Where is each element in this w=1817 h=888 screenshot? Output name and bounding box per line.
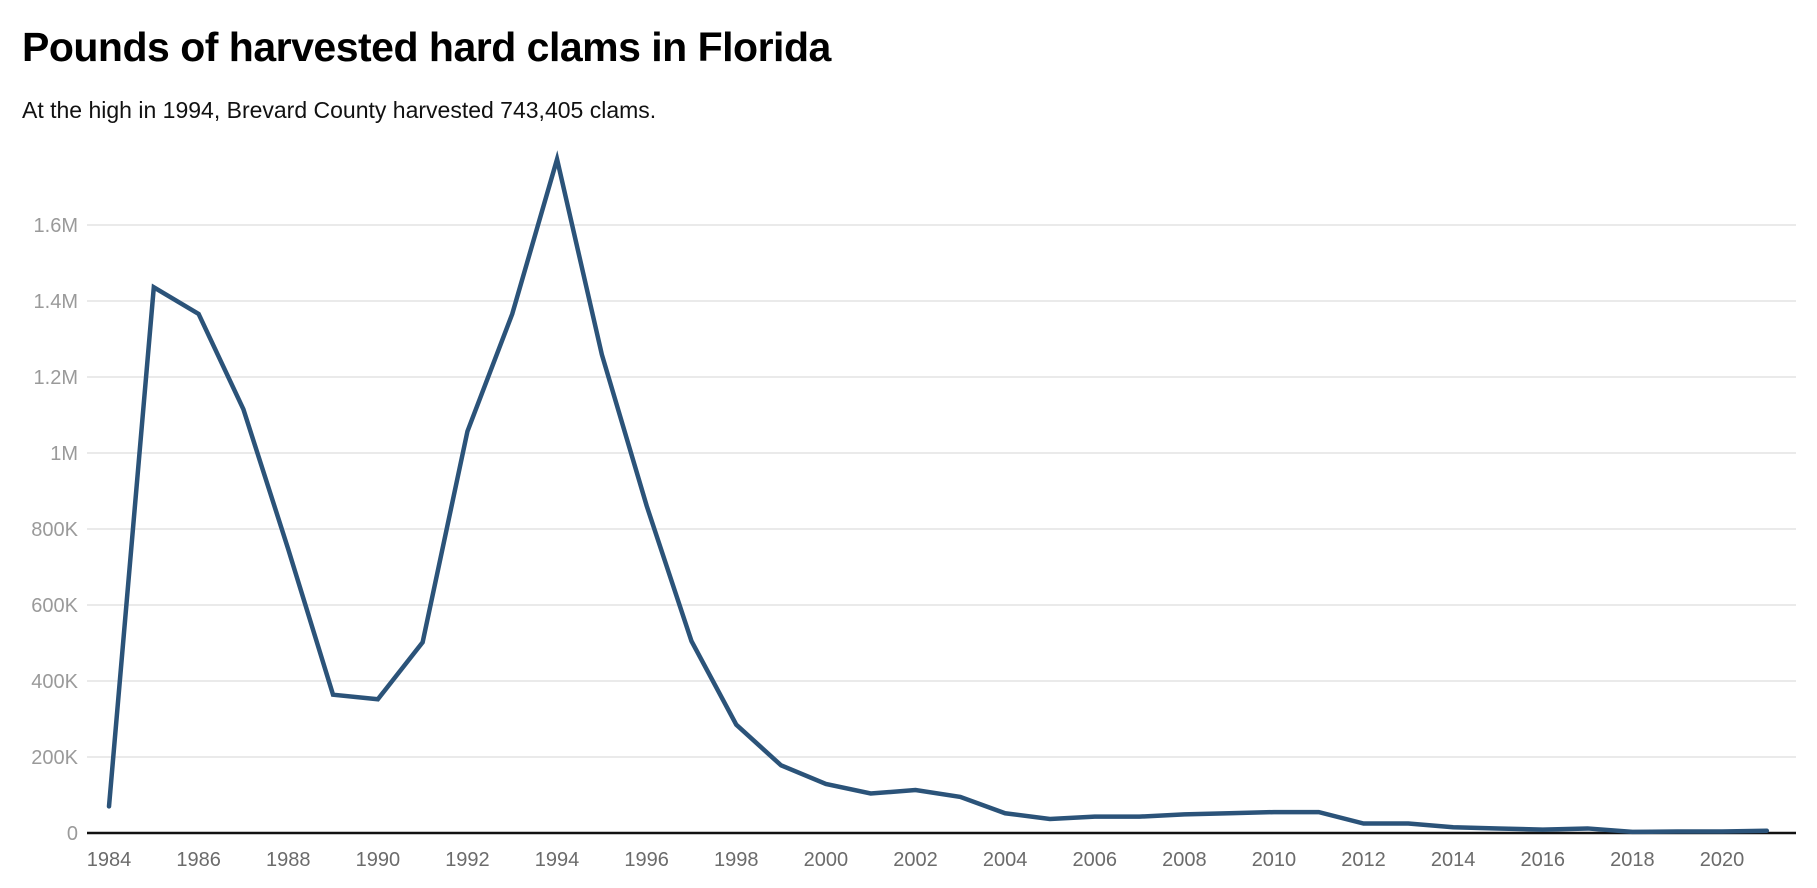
y-tick-label: 200K: [31, 747, 78, 769]
x-tick-label: 2018: [1610, 849, 1655, 871]
x-tick-label: 2020: [1700, 849, 1745, 871]
x-tick-label: 2002: [893, 849, 938, 871]
x-tick-label: 1994: [535, 849, 580, 871]
gridlines: [87, 224, 1796, 758]
x-tick-label: 1988: [266, 849, 311, 871]
x-tick-label: 1984: [87, 849, 132, 871]
series-line: [106, 150, 1770, 835]
y-tick-label: 1.2M: [34, 367, 78, 389]
series-group: [106, 150, 1770, 835]
x-tick-label: 2008: [1162, 849, 1207, 871]
x-tick-label: 2006: [1072, 849, 1117, 871]
x-tick-label: 1998: [714, 849, 759, 871]
x-tick-label: 2010: [1252, 849, 1297, 871]
y-tick-label: 1.4M: [34, 291, 78, 313]
x-tick-label: 1992: [445, 849, 490, 871]
y-tick-label: 1.6M: [34, 215, 78, 237]
x-tick-label: 2012: [1341, 849, 1386, 871]
y-axis-ticks: 0 200K 400K 600K 800K 1M 1.2M 1.4M 1.6M: [31, 215, 78, 845]
y-tick-label: 800K: [31, 519, 78, 541]
y-tick-label: 600K: [31, 595, 78, 617]
x-tick-label: 2014: [1431, 849, 1476, 871]
chart-subtitle: At the high in 1994, Brevard County harv…: [22, 97, 657, 123]
y-tick-label: 0: [67, 823, 78, 845]
x-tick-label: 2016: [1521, 849, 1566, 871]
x-tick-label: 2000: [804, 849, 849, 871]
chart-title: Pounds of harvested hard clams in Florid…: [22, 24, 831, 70]
x-tick-label: 1990: [356, 849, 401, 871]
y-tick-label: 1M: [50, 443, 78, 465]
x-tick-label: 2004: [983, 849, 1028, 871]
x-tick-label: 1986: [176, 849, 221, 871]
x-axis-ticks: 1984 1986 1988 1990 1992 1994 1996 1998 2000 2002…: [87, 849, 1745, 871]
x-tick-label: 1996: [624, 849, 669, 871]
y-tick-label: 400K: [31, 671, 78, 693]
